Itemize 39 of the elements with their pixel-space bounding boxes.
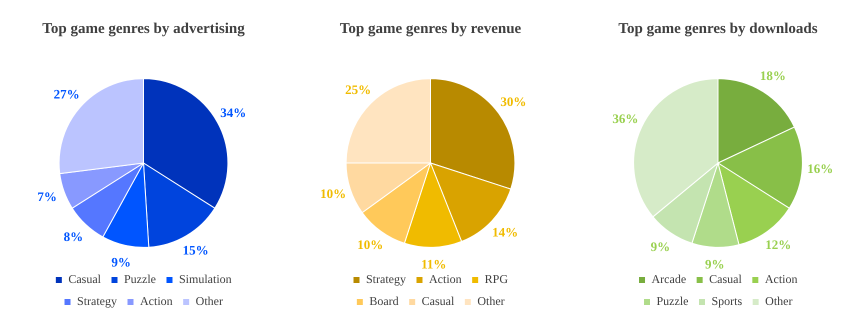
legend-label: Sports bbox=[711, 294, 742, 308]
legend-label: Action bbox=[140, 294, 173, 308]
data-label: 14% bbox=[492, 224, 518, 240]
legend-label: Casual bbox=[68, 272, 102, 286]
data-label: 9% bbox=[111, 254, 131, 270]
legend-label: Action bbox=[428, 272, 462, 286]
data-label: 10% bbox=[357, 237, 384, 252]
data-label: 30% bbox=[500, 94, 526, 110]
legend-label: Action bbox=[764, 272, 798, 286]
legend-label: Other bbox=[196, 294, 223, 308]
legend-label: Puzzle bbox=[124, 272, 156, 286]
chart-title: Top game genres by advertising bbox=[42, 20, 246, 37]
data-label: 36% bbox=[612, 110, 638, 126]
data-label: 27% bbox=[54, 86, 80, 102]
legend-label: Other bbox=[477, 294, 505, 308]
chart-title: Top game genres by downloads bbox=[618, 20, 818, 37]
data-label: 18% bbox=[760, 68, 786, 83]
data-label: 11% bbox=[421, 256, 446, 272]
data-label: 8% bbox=[64, 229, 84, 244]
legend-label: Strategy bbox=[366, 272, 406, 286]
legend-label: Strategy bbox=[77, 294, 118, 308]
data-label: 9% bbox=[705, 256, 725, 272]
data-label: 34% bbox=[220, 105, 246, 120]
legend-label: Arcade bbox=[652, 272, 686, 286]
data-label: 7% bbox=[37, 189, 57, 204]
data-label: 9% bbox=[650, 239, 670, 254]
data-label: 16% bbox=[807, 160, 834, 176]
legend-label: Casual bbox=[422, 294, 455, 308]
chart-title: Top game genres by revenue bbox=[340, 20, 522, 37]
data-label: 12% bbox=[765, 237, 792, 252]
data-label: 25% bbox=[345, 82, 372, 97]
legend-label: Other bbox=[765, 294, 792, 308]
legend-label: Puzzle bbox=[656, 294, 689, 308]
legend-label: Board bbox=[369, 294, 399, 308]
legend-label: Simulation bbox=[178, 272, 232, 286]
legend-label: Casual bbox=[709, 272, 742, 286]
data-label: 10% bbox=[320, 186, 346, 202]
data-label: 15% bbox=[182, 242, 209, 258]
legend-label: RPG bbox=[484, 272, 508, 286]
